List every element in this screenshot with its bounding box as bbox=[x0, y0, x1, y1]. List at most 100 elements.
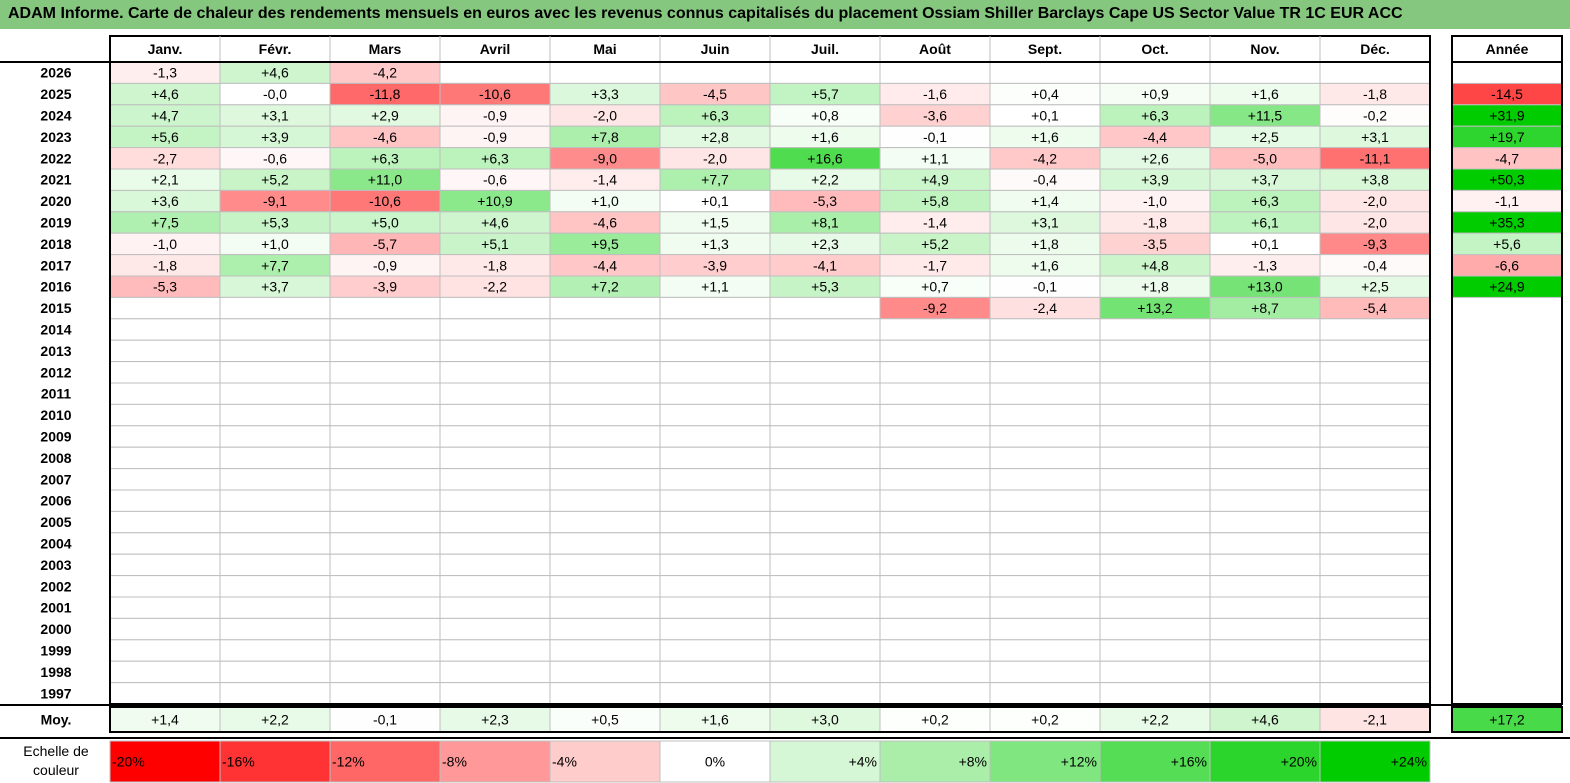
cell-value: -0,9 bbox=[483, 129, 507, 145]
cell-value: +3,7 bbox=[1251, 172, 1279, 188]
cell-value: +5,8 bbox=[921, 193, 949, 209]
heatmap-cell bbox=[879, 61, 991, 84]
heatmap-cell bbox=[1209, 575, 1321, 598]
heatmap-cell bbox=[879, 510, 991, 534]
scale-step-label: -20% bbox=[112, 754, 145, 770]
cell-value: +4,8 bbox=[1141, 257, 1169, 273]
heatmap-cell bbox=[109, 575, 221, 598]
heatmap-cell bbox=[989, 639, 1101, 662]
chart-title: ADAM Informe. Carte de chaleur des rende… bbox=[8, 5, 1403, 22]
annual-value: -14,5 bbox=[1491, 86, 1523, 102]
average-value: -2,1 bbox=[1363, 712, 1387, 728]
heatmap-cell bbox=[109, 339, 221, 363]
cell-value: +3,7 bbox=[261, 279, 289, 295]
heatmap-cell bbox=[879, 575, 991, 598]
cell-value: -9,2 bbox=[923, 300, 947, 316]
heatmap-cell bbox=[439, 510, 551, 534]
heatmap-cell bbox=[989, 575, 1101, 598]
heatmap-cell bbox=[879, 532, 991, 555]
cell-value: -9,3 bbox=[1363, 236, 1387, 252]
average-value: +2,2 bbox=[261, 712, 289, 728]
heatmap-cell bbox=[1319, 660, 1431, 684]
heatmap-cell bbox=[989, 510, 1101, 534]
heatmap-cell bbox=[1099, 575, 1211, 598]
cell-value: -0,0 bbox=[263, 86, 287, 102]
average-cell bbox=[549, 706, 661, 733]
heatmap-cell bbox=[1319, 489, 1431, 512]
heatmap-cell bbox=[879, 361, 991, 384]
heatmap-cell bbox=[1099, 532, 1211, 555]
heatmap-cell bbox=[769, 403, 881, 427]
cell-value: -1,4 bbox=[593, 172, 617, 188]
cell-value: -4,6 bbox=[593, 215, 617, 231]
year-label: 2013 bbox=[40, 343, 71, 359]
heatmap-cell bbox=[989, 318, 1101, 341]
heatmap-cell bbox=[329, 617, 441, 641]
cell-value: +5,6 bbox=[151, 129, 179, 145]
cell-value: -4,4 bbox=[593, 257, 617, 273]
heatmap-cell bbox=[219, 425, 331, 448]
month-label: Déc. bbox=[1360, 41, 1390, 57]
year-label: 2016 bbox=[40, 279, 71, 295]
cell-value: -10,6 bbox=[369, 193, 401, 209]
average-value: +0,5 bbox=[591, 712, 619, 728]
cell-value: +1,3 bbox=[701, 236, 729, 252]
heatmap-cell bbox=[1319, 617, 1431, 641]
cell-value: -4,4 bbox=[1143, 129, 1167, 145]
heatmap-cell bbox=[329, 682, 441, 705]
cell-value: +3,3 bbox=[591, 86, 619, 102]
month-label: Avril bbox=[480, 41, 511, 57]
cell-value: -4,1 bbox=[813, 257, 837, 273]
heatmap-cell bbox=[769, 682, 881, 705]
heatmap-cell bbox=[769, 61, 881, 84]
heatmap-cell bbox=[219, 489, 331, 512]
heatmap-cell bbox=[109, 510, 221, 534]
year-label: 2024 bbox=[40, 108, 71, 124]
cell-value: -0,6 bbox=[483, 172, 507, 188]
heatmap-cell bbox=[879, 446, 991, 470]
cell-value: +0,1 bbox=[1251, 236, 1279, 252]
heatmap-cell bbox=[219, 446, 331, 470]
month-label: Nov. bbox=[1250, 41, 1279, 57]
heatmap-cell bbox=[329, 446, 441, 470]
cell-value: +0,4 bbox=[1031, 86, 1059, 102]
heatmap-cell bbox=[879, 382, 991, 405]
cell-value: +16,6 bbox=[807, 150, 843, 166]
year-label: 2008 bbox=[40, 450, 71, 466]
cell-value: -1,8 bbox=[483, 257, 507, 273]
heatmap-cell bbox=[219, 639, 331, 662]
month-label: Oct. bbox=[1141, 41, 1168, 57]
year-label: 2020 bbox=[40, 193, 71, 209]
heatmap-cell bbox=[439, 660, 551, 684]
cell-value: +3,1 bbox=[1361, 129, 1389, 145]
cell-value: +5,3 bbox=[811, 279, 839, 295]
cell-value: -2,0 bbox=[1363, 215, 1387, 231]
heatmap-cell bbox=[1099, 639, 1211, 662]
heatmap-cell bbox=[329, 575, 441, 598]
heatmap-cell bbox=[329, 596, 441, 619]
cell-value: -1,8 bbox=[153, 257, 177, 273]
cell-value: -2,0 bbox=[1363, 193, 1387, 209]
scale-step-label: -12% bbox=[332, 754, 365, 770]
cell-value: +3,9 bbox=[261, 129, 289, 145]
year-label: 2009 bbox=[40, 429, 71, 445]
heatmap-cell bbox=[1209, 682, 1321, 705]
heatmap-cell bbox=[659, 660, 771, 684]
cell-value: +4,6 bbox=[481, 215, 509, 231]
cell-value: +0,1 bbox=[701, 193, 729, 209]
month-label: Juin bbox=[701, 41, 730, 57]
cell-value: -5,3 bbox=[813, 193, 837, 209]
heatmap-cell bbox=[659, 617, 771, 641]
scale-swatch bbox=[659, 740, 771, 783]
scale-step-label: +16% bbox=[1171, 754, 1207, 770]
cell-value: +1,6 bbox=[811, 129, 839, 145]
average-value: +1,6 bbox=[701, 712, 729, 728]
cell-value: -3,9 bbox=[703, 257, 727, 273]
month-label: Mai bbox=[593, 41, 616, 57]
average-cell bbox=[1099, 706, 1211, 733]
average-cell bbox=[1319, 706, 1431, 733]
scale-step-label: -8% bbox=[442, 754, 467, 770]
cell-value: -0,9 bbox=[373, 257, 397, 273]
title-bar: ADAM Informe. Carte de chaleur des rende… bbox=[0, 0, 1570, 29]
cell-value: -0,4 bbox=[1363, 257, 1387, 273]
